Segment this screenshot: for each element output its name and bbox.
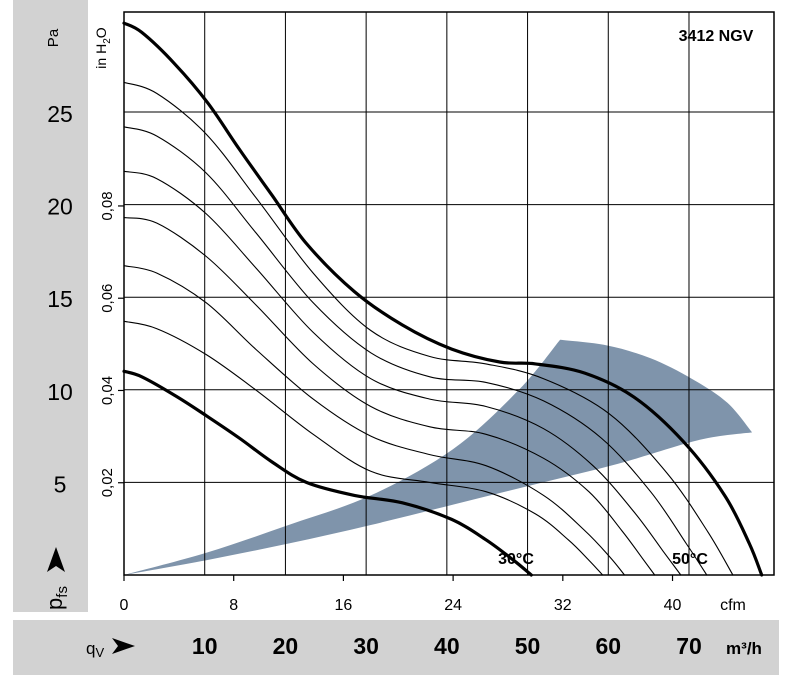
m3h-tick-labels: 10 20 30 40 50 60 70	[192, 633, 702, 659]
pa-tick-label: 15	[47, 286, 73, 312]
flow-arrow-icon	[112, 638, 135, 654]
cfm-tick-label: 8	[229, 597, 238, 614]
curve-intermediate-4	[123, 170, 682, 576]
m3h-tick-label: 70	[676, 633, 702, 659]
inh2o-tick-label: 0,02	[99, 468, 116, 497]
curves	[122, 21, 764, 577]
curve-intermediate-2	[123, 265, 626, 576]
label-30c: 30°C	[498, 551, 534, 568]
cfm-tick-labels: 0 8 16 24 32 40	[120, 597, 682, 614]
cfm-tick-label: 16	[335, 597, 353, 614]
pressure-symbol-sub: fs	[54, 586, 71, 598]
m3h-unit-label: m³/h	[726, 639, 762, 658]
grid	[118, 12, 774, 581]
operating-zone	[124, 339, 753, 575]
inh2o-unit-suffix: O	[93, 27, 109, 38]
m3h-tick-label: 30	[353, 633, 379, 659]
m3h-tick-label: 40	[434, 633, 460, 659]
m3h-tick-label: 50	[515, 633, 541, 659]
m3h-tick-label: 60	[595, 633, 621, 659]
curve-intermediate-3	[123, 217, 656, 576]
inh2o-unit-label: in H2O	[93, 27, 113, 68]
flow-symbol: qV	[86, 639, 104, 660]
cfm-tick-label: 32	[554, 597, 572, 614]
cfm-tick-label: 40	[664, 597, 682, 614]
curve-intermediate-5	[123, 126, 708, 576]
pa-tick-label: 10	[47, 379, 73, 405]
pressure-symbol: pfs	[42, 586, 71, 610]
m3h-tick-label: 20	[273, 633, 299, 659]
curve-intermediate-1	[123, 320, 604, 576]
inh2o-unit-prefix: in H	[93, 44, 109, 69]
cfm-unit-label: cfm	[720, 597, 746, 614]
flow-symbol-main: q	[86, 639, 95, 658]
curve-50c	[122, 21, 764, 577]
left-axis-band	[13, 0, 88, 612]
inh2o-tick-label: 0,08	[99, 191, 116, 220]
pa-tick-label: 20	[47, 194, 73, 220]
operating-zone-layer	[124, 339, 753, 575]
pa-tick-labels: 5 10 15 20 25	[47, 101, 73, 497]
model-label: 3412 NGV	[679, 28, 754, 45]
curve-30c	[122, 369, 533, 577]
pressure-arrow-icon	[47, 547, 65, 572]
inh2o-tick-labels: 0,02 0,04 0,06 0,08	[99, 191, 116, 497]
curve-intermediate-6	[123, 81, 734, 576]
label-50c: 50°C	[672, 551, 708, 568]
cfm-tick-label: 24	[444, 597, 462, 614]
plot-frame	[123, 11, 775, 576]
pressure-symbol-main: p	[42, 598, 67, 610]
pa-tick-label: 5	[54, 471, 67, 497]
inh2o-unit-sub: 2	[102, 38, 113, 44]
inh2o-tick-label: 0,04	[99, 376, 116, 405]
m3h-tick-label: 10	[192, 633, 218, 659]
inh2o-tick-label: 0,06	[99, 284, 116, 313]
cfm-tick-label: 0	[120, 597, 129, 614]
pa-tick-label: 25	[47, 101, 73, 127]
bottom-axis-band	[13, 620, 779, 675]
flow-symbol-sub: V	[95, 645, 104, 660]
pa-unit-label: Pa	[45, 28, 62, 47]
